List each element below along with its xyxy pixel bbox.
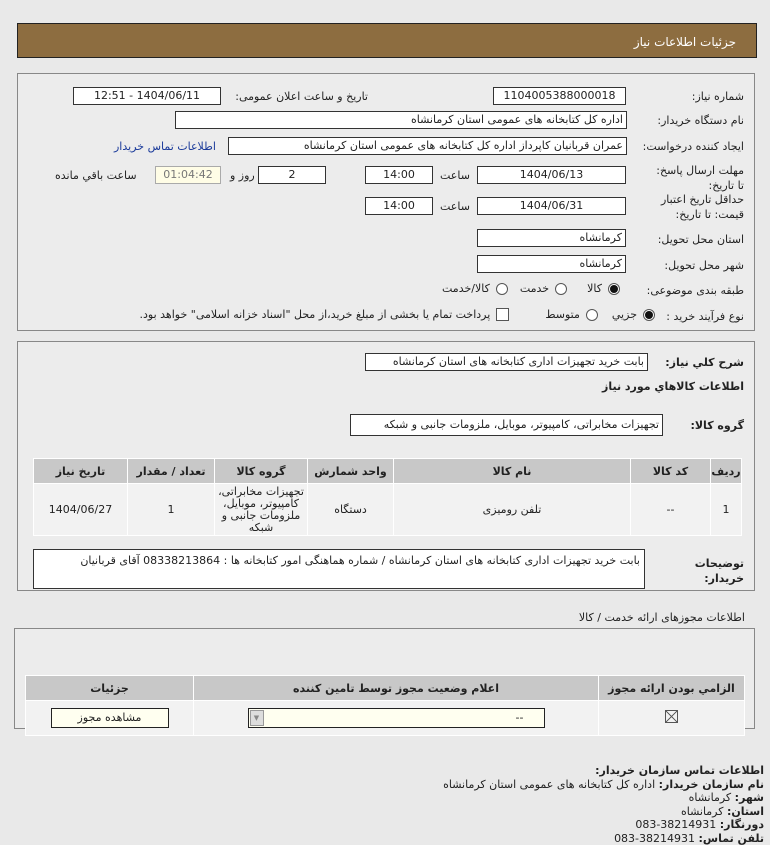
process-option-label: متوسط (545, 308, 580, 321)
contact-key: استان: (727, 804, 764, 818)
creator-field[interactable]: عمران قربانیان کاپرداز اداره کل کتابخانه… (228, 137, 627, 155)
deadline-time-field[interactable]: 14:00 (365, 166, 433, 184)
deadline-time-label: ساعت (440, 169, 470, 182)
need-number-label: شماره نیاز: (691, 90, 744, 103)
permit-required-cell (598, 700, 745, 736)
permit-status-cell: -- ▼ (193, 700, 599, 736)
buyer-contact-link[interactable]: اطلاعات تماس خریدار (114, 140, 216, 153)
permits-table: الزامي بودن ارائه مجوز اعلام وضعیت مجوز … (25, 675, 745, 736)
description-label: شرح كلي نياز: (665, 356, 744, 369)
time-remaining-field: 01:04:42 (155, 166, 221, 184)
cell-date: 1404/06/27 (33, 483, 128, 536)
contact-line: دورنگار: 083-38214931 (443, 818, 764, 832)
contact-title: اطلاعات تماس سازمان خریدار: (595, 764, 764, 777)
validity-date-field[interactable]: 1404/06/31 (477, 197, 626, 215)
description-field: بابت خرید تجهیزات اداری کتابخانه های است… (365, 353, 648, 371)
category-option-label: کالا (587, 282, 602, 295)
category-radio-both[interactable] (495, 282, 508, 295)
buyer-label: نام دستگاه خریدار: (657, 114, 744, 127)
page-header: جزئیات اطلاعات نیاز (17, 23, 757, 58)
contact-value: اداره کل کتابخانه های عمومی استان کرمانش… (443, 777, 656, 791)
buyer-field[interactable]: اداره کل کتابخانه های عمومی استان کرمانش… (175, 111, 627, 129)
goods-group-field: تجهیزات مخابراتی، کامپیوتر، موبایل، ملزو… (350, 414, 663, 436)
permits-title: اطلاعات مجوزهای ارائه خدمت / کالا (578, 611, 745, 624)
col-header: تاریخ نیاز (33, 458, 128, 484)
province-field[interactable]: کرمانشاه (477, 229, 626, 247)
process-radio-group: جزیي متوسط پرداخت تمام یا بخشی از مبلغ خ… (140, 308, 655, 321)
validity-label: حداقل تاریخ اعتبار قیمت: تا تاریخ: (660, 193, 744, 221)
required-checkbox-icon (665, 710, 678, 723)
col-header: الزامي بودن ارائه مجوز (598, 675, 745, 701)
dropdown-arrow-icon[interactable]: ▼ (249, 710, 264, 726)
col-header: کد کالا (630, 458, 711, 484)
cell-group: تجهیزات مخابراتی، کامپیوتر، موبایل، ملزو… (214, 483, 308, 536)
col-header: ردیف (710, 458, 742, 484)
category-option-label: کالا/خدمت (442, 282, 490, 295)
province-label: استان محل تحویل: (657, 233, 744, 246)
days-remaining-field[interactable]: 2 (258, 166, 326, 184)
category-label: طبقه بندی موضوعی: (646, 284, 744, 297)
view-permit-button[interactable]: مشاهده مجوز (50, 708, 169, 728)
days-label: روز و (230, 169, 255, 182)
process-label: نوع فرآیند خرید : (666, 310, 744, 323)
category-radio-goods[interactable] (608, 282, 620, 295)
payment-note: پرداخت تمام یا بخشی از مبلغ خرید،از محل … (139, 308, 491, 321)
col-header: تعداد / مقدار (127, 458, 215, 484)
validity-time-field[interactable]: 14:00 (365, 197, 433, 215)
time-remaining-label: ساعت باقي مانده (55, 169, 137, 182)
deadline-label: مهلت ارسال پاسخ: تا تاریخ: (656, 164, 744, 192)
cell-quantity: 1 (127, 483, 215, 536)
city-label: شهر محل تحویل: (664, 259, 744, 272)
contact-value: 083-38214931 (614, 831, 696, 845)
creator-label: ایجاد کننده درخواست: (642, 140, 744, 153)
contact-key: نام سازمان خریدار: (658, 777, 764, 791)
cell-unit: دستگاه (307, 483, 394, 536)
goods-section-title: اطلاعات كالاهاي مورد نياز (602, 380, 744, 393)
contact-key: شهر: (734, 791, 764, 804)
announce-field[interactable]: 1404/06/11 - 12:51 (73, 87, 221, 105)
items-table-header: ردیف کد کالا نام کالا واحد شمارش گروه کا… (33, 458, 742, 484)
table-row: 1 -- تلفن رومیزی دستگاه تجهیزات مخابراتی… (33, 483, 742, 536)
col-header: گروه کالا (214, 458, 308, 484)
page-title: جزئیات اطلاعات نیاز (633, 35, 736, 49)
deadline-date-field[interactable]: 1404/06/13 (477, 166, 626, 184)
process-radio-medium[interactable] (585, 308, 598, 321)
contact-key: دورنگار: (719, 818, 764, 831)
contact-key: تلفن تماس: (698, 831, 764, 845)
cell-code: -- (630, 483, 711, 536)
contact-line: شهر: کرمانشاه (443, 791, 764, 805)
permit-details-cell: مشاهده مجوز (25, 700, 194, 736)
category-option-label: خدمت (519, 282, 550, 295)
city-field[interactable]: کرمانشاه (477, 255, 626, 273)
announce-label: تاریخ و ساعت اعلان عمومی: (235, 90, 368, 103)
contact-line: تلفن تماس: 083-38214931 (443, 832, 764, 845)
col-header: واحد شمارش (307, 458, 394, 484)
cell-row-number: 1 (710, 483, 742, 536)
col-header: نام کالا (393, 458, 631, 484)
treasury-checkbox[interactable] (496, 308, 510, 321)
contact-line: نام سازمان خریدار: اداره کل کتابخانه های… (443, 778, 764, 792)
category-radio-service[interactable] (555, 282, 568, 295)
col-header: جزئیات (25, 675, 194, 701)
cell-name: تلفن رومیزی (393, 483, 631, 536)
validity-time-label: ساعت (440, 200, 470, 213)
category-radio-group: کالا خدمت کالا/خدمت (442, 282, 620, 295)
contact-value: کرمانشاه (688, 791, 732, 804)
buyer-contact-section: اطلاعات تماس سازمان خریدار: نام سازمان خ… (443, 764, 764, 845)
need-number-field[interactable]: 1104005388000018 (493, 87, 626, 105)
contact-line: استان: کرمانشاه (443, 805, 764, 819)
process-option-label: جزیي (611, 308, 637, 321)
buyer-notes-field: بابت خرید تجهیزات اداری کتابخانه های است… (33, 549, 645, 589)
contact-value: کرمانشاه (680, 804, 724, 818)
process-radio-small[interactable] (643, 308, 655, 321)
permit-status-value: -- (515, 711, 524, 724)
contact-value: 083-38214931 (635, 818, 717, 831)
col-header: اعلام وضعیت مجوز توسط تامین کننده (193, 675, 599, 701)
goods-group-label: گروه کالا: (690, 419, 744, 432)
table-row: -- ▼ مشاهده مجوز (25, 700, 745, 736)
permit-status-select[interactable]: -- ▼ (247, 708, 545, 728)
buyer-notes-label: توضیحات خریدار: (694, 557, 744, 585)
items-table: ردیف کد کالا نام کالا واحد شمارش گروه کا… (33, 458, 742, 536)
